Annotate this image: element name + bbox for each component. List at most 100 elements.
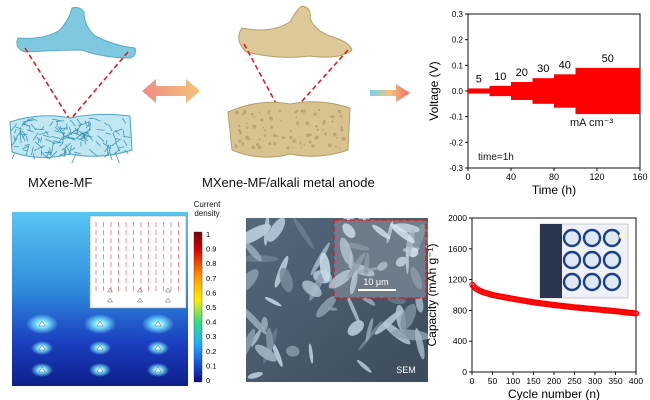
coated-block (227, 101, 351, 158)
texture-dot (317, 108, 321, 112)
network-strand (57, 126, 65, 137)
texture-dot (314, 136, 318, 140)
sem-inset-flake (390, 223, 415, 244)
colorbar-title: Current density (182, 200, 232, 218)
sem-inset-flake (342, 223, 356, 239)
texture-dot (331, 120, 334, 123)
current-density-label: 30 (537, 63, 549, 75)
sem-inset-flake (411, 224, 425, 252)
texture-dot (263, 129, 267, 132)
capacity-point (632, 310, 640, 317)
voltage-trace-segment (554, 74, 576, 108)
network-strand (48, 150, 58, 160)
network-strand (102, 142, 112, 150)
electrode-marker (154, 320, 162, 327)
capacity-x-tick-label: 150 (526, 376, 540, 386)
capacity-x-tick-label: 300 (588, 376, 602, 386)
texture-dot (234, 144, 238, 148)
network-strand (74, 151, 81, 155)
network-strand (52, 141, 64, 144)
network-strand (112, 148, 120, 156)
coin-cell (562, 250, 582, 270)
coated-fiber (238, 5, 353, 58)
network-strand (22, 149, 28, 152)
texture-dot (338, 147, 341, 149)
zoom-line-left-2 (243, 43, 286, 121)
network-strand (114, 151, 120, 164)
texture-dot (294, 111, 298, 114)
led-glow (619, 233, 625, 239)
texture-dot (299, 141, 302, 144)
colorbar-tick-label: 0.2 (206, 347, 216, 356)
sem-flake (246, 224, 272, 246)
voltage-y-tick-label: 0.1 (452, 61, 464, 70)
voltage-trace-segment (468, 88, 490, 94)
network-strand (71, 153, 77, 164)
network-strand (83, 133, 86, 145)
right-arrow (370, 84, 410, 102)
voltage-xlabel: Time (h) (532, 183, 576, 197)
mxene-network (9, 113, 133, 164)
capacity-x-tick-label: 0 (470, 376, 475, 386)
texture-dot (238, 124, 241, 128)
sem-flake (358, 321, 383, 351)
network-strand (85, 131, 94, 141)
texture-dot (246, 126, 249, 129)
sem-flake (357, 359, 372, 373)
capacity-y-tick-label: 2000 (448, 213, 467, 223)
texture-dot (241, 142, 245, 146)
texture-dot (252, 124, 257, 129)
network-strand (33, 153, 35, 160)
network-strand (61, 142, 71, 151)
network-strand (104, 144, 110, 153)
texture-dot (245, 135, 250, 140)
network-strand (26, 129, 34, 133)
network-strand (22, 146, 29, 149)
capacity-x-tick-label: 400 (629, 376, 643, 386)
network-strand (123, 139, 128, 146)
sem-inset-flake (364, 252, 370, 276)
texture-dot (267, 112, 271, 115)
colorbar-tick-label: 0.9 (206, 245, 216, 254)
texture-dot (341, 136, 346, 141)
network-strand (85, 123, 90, 129)
electrode-marker (96, 366, 104, 373)
zoom-line-left (24, 47, 71, 121)
texture-dot (305, 121, 310, 125)
texture-dot (295, 116, 298, 119)
network-strand (70, 119, 76, 127)
network-strand (53, 140, 61, 144)
network-strand (10, 123, 18, 132)
coin-cell (562, 228, 582, 248)
network-strand (13, 135, 15, 140)
zoom-line-right (69, 51, 129, 121)
network-strand (74, 132, 85, 138)
texture-dot (340, 128, 344, 132)
texture-dot (331, 115, 335, 119)
sem-flake (292, 218, 315, 250)
texture-dot (270, 125, 274, 129)
network-strand (49, 121, 54, 127)
texture-dot (343, 137, 347, 140)
voltage-trace-segment (532, 78, 554, 104)
texture-dot (291, 146, 294, 149)
network-strand (115, 142, 121, 152)
network-strand (11, 153, 15, 159)
sem-flake (247, 371, 263, 379)
texture-dot (311, 144, 315, 148)
sem-flake (365, 318, 374, 342)
sem-flake (319, 252, 331, 282)
inset-electrode (137, 287, 143, 293)
network-strand (76, 118, 82, 125)
texture-dot (263, 134, 267, 137)
current-density-label: 5 (476, 73, 482, 85)
texture-dot (303, 144, 306, 147)
colorbar-tick-label: 0.3 (206, 332, 216, 341)
texture-dot (333, 132, 337, 137)
texture-dot (302, 109, 306, 113)
capacity-x-tick-label: 350 (608, 376, 622, 386)
network-strand (14, 132, 20, 141)
sem-image: 10 μm SEM (246, 218, 428, 382)
network-strand (84, 121, 91, 124)
voltage-x-tick-label: 0 (465, 172, 470, 182)
